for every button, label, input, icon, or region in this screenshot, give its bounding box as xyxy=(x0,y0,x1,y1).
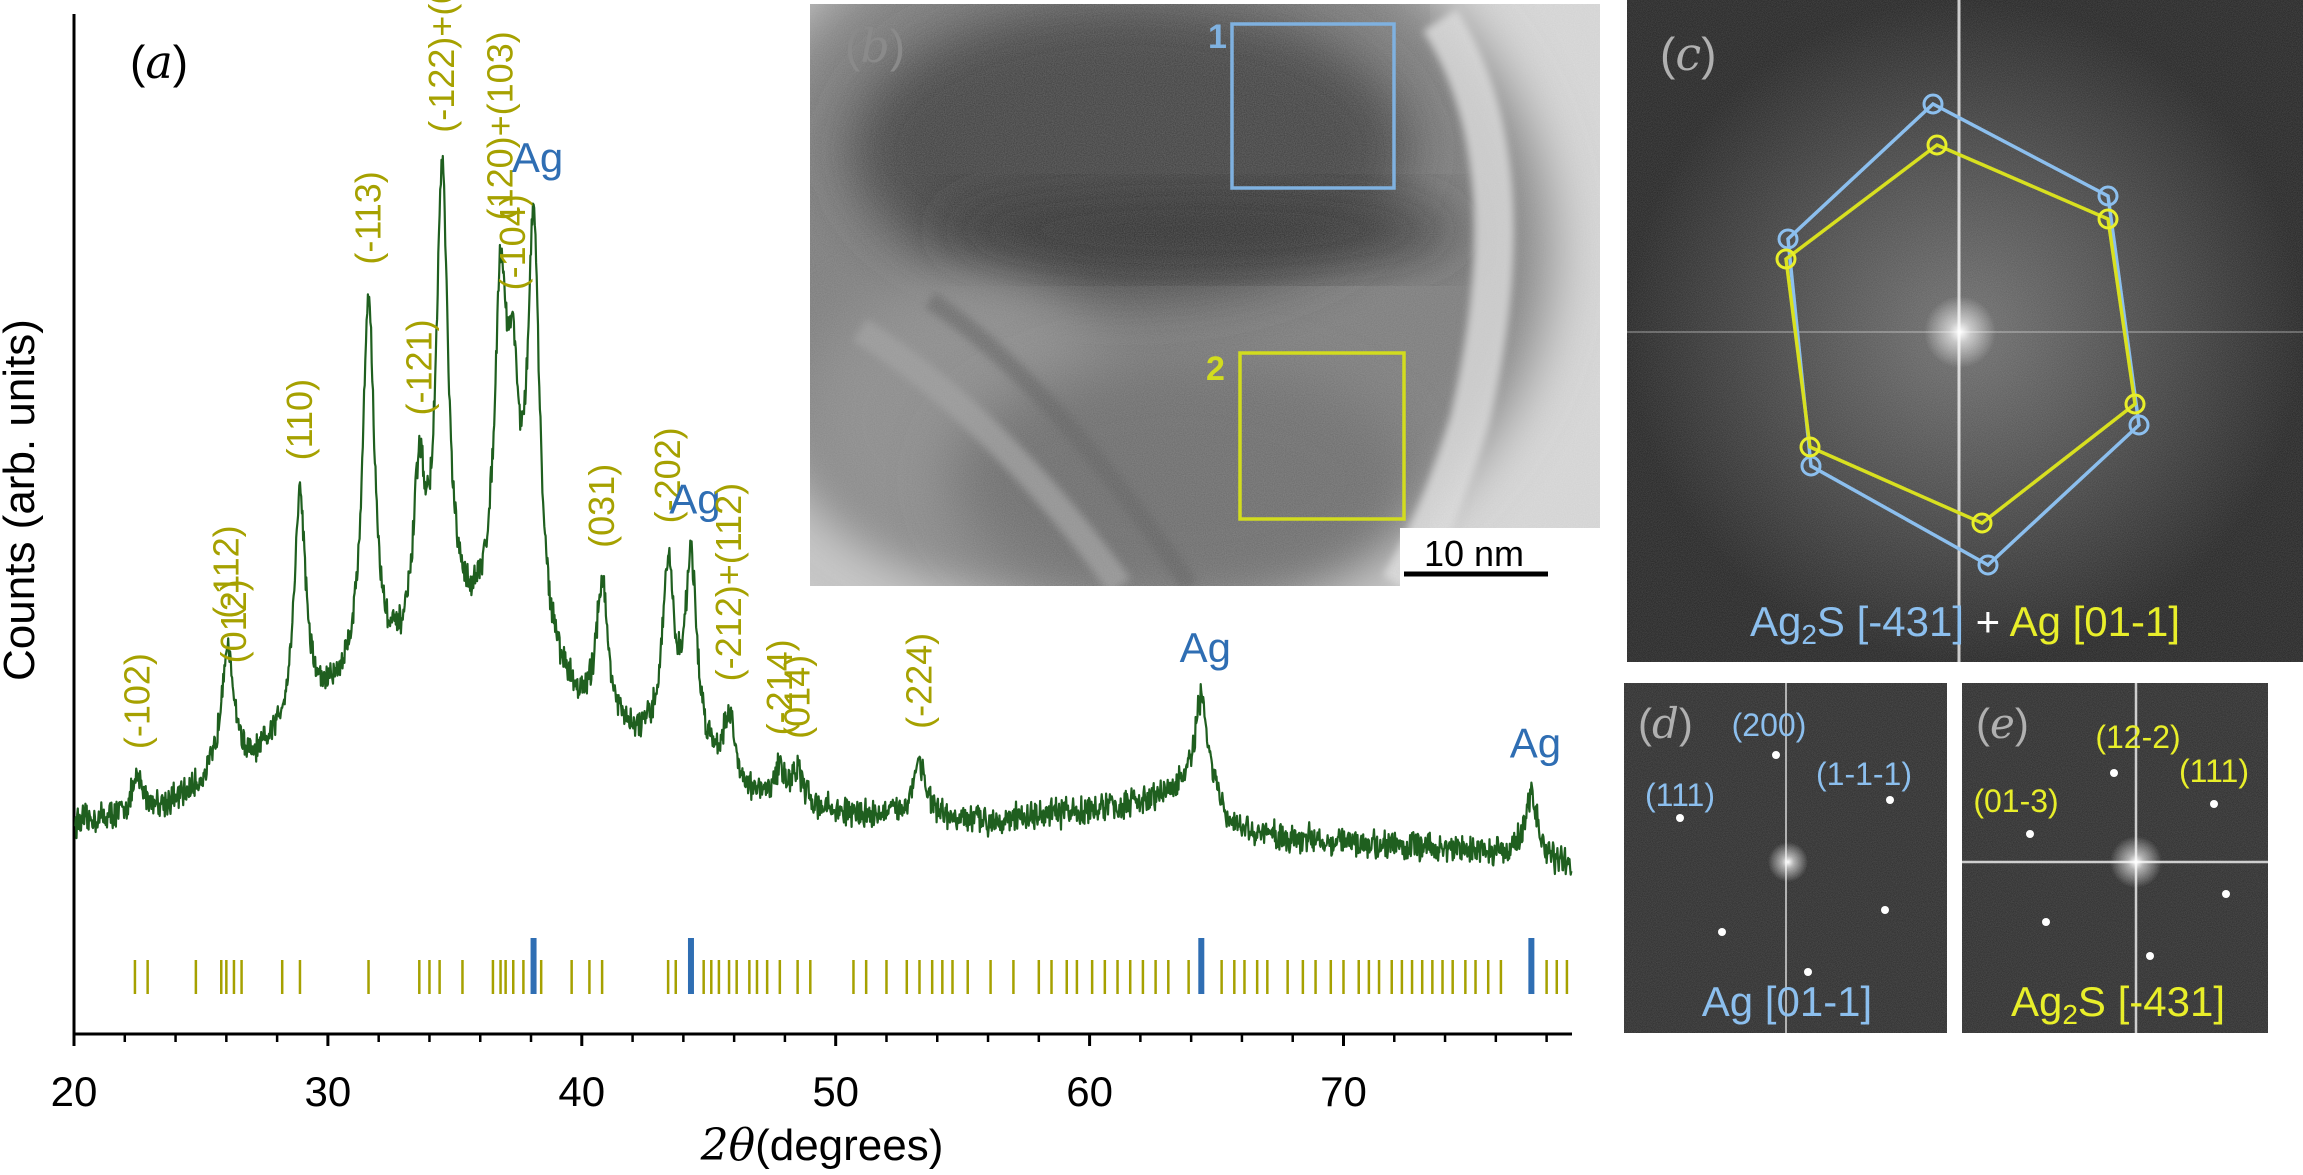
peak-label-ag2s: (-113) xyxy=(348,171,389,264)
panel-e-label: (e) xyxy=(1976,699,2029,748)
peak-label-ag2s: (-121) xyxy=(398,319,439,415)
ag-spot-hexagon xyxy=(1784,142,2137,526)
scalebar-label: 10 nm xyxy=(1424,533,1524,574)
peak-label-ag2s: (120)+(103) xyxy=(480,31,521,220)
panel-a: 20 30 40 50 60 70 (-102) (-112)(012) (110) (-113… xyxy=(0,0,1573,1171)
peak-label-ag2s: (-104) xyxy=(492,194,533,290)
panel-c: Ag2S [-431] + Ag [01-1] (c) xyxy=(1627,0,2303,662)
spot-label-111: (111) xyxy=(1645,777,1715,813)
panel-a-label: (a) xyxy=(130,35,188,89)
fft-c-caption: Ag2S [-431] + Ag [01-1] xyxy=(1750,598,2180,650)
spot-label-200: (200) xyxy=(1732,707,1807,743)
peak-label-ag2s: (-214) xyxy=(759,639,800,735)
x-tick-label: 20 xyxy=(51,1068,98,1115)
peak-label-ag2s: (012) xyxy=(213,579,254,663)
x-axis-unit: (degrees) xyxy=(755,1121,943,1170)
region-2-label: 2 xyxy=(1206,350,1225,388)
fft-d-spots xyxy=(1676,751,1894,976)
ag-spot-markers xyxy=(1775,134,2146,534)
x-major-ticks xyxy=(72,1034,1548,1046)
x-tick-label: 40 xyxy=(558,1068,605,1115)
panel-e: (12-2) (01-3) (111) Ag2S [-431] (e) xyxy=(1962,683,2268,1033)
ag2s-spot-hexagon xyxy=(1786,101,2141,568)
x-axis-label: 2θ(degrees) xyxy=(700,1120,944,1171)
fft-e-caption: Ag2S [-431] xyxy=(2011,978,2225,1030)
peak-label-ag2s: (031) xyxy=(581,464,622,548)
reference-tick-marks xyxy=(133,938,1569,994)
spot-label-111-e: (111) xyxy=(2179,753,2249,789)
xrd-pattern-line xyxy=(74,154,1573,876)
region-2-box xyxy=(1238,351,1406,521)
two-theta-symbol: 2θ xyxy=(700,1120,755,1171)
x-tick-label: 30 xyxy=(305,1068,352,1115)
region-1-box xyxy=(1230,22,1396,190)
region-1-label: 1 xyxy=(1208,18,1227,56)
panel-d: (200) (111) (1-1-1) Ag [01-1] (d) xyxy=(1624,683,1947,1033)
peak-label-ag2s: (-224) xyxy=(898,633,939,729)
peak-label-ag2s: (-122)+(022) xyxy=(421,0,462,133)
peak-label-ag: Ag xyxy=(1180,624,1231,671)
peak-label-ag2s: (110) xyxy=(279,379,320,460)
peak-label-ag2s: (014) xyxy=(777,655,818,739)
panel-b-label: (b) xyxy=(845,19,905,73)
spot-label-01-3: (01-3) xyxy=(1973,783,2058,819)
peak-labels: (-102) (-112)(012) (110) (-113) (-121) (-122)… xyxy=(116,0,1561,767)
peak-label-ag2s: (-102) xyxy=(116,653,157,749)
peak-label-ag: Ag xyxy=(1510,720,1561,767)
peak-label-ag2s: (-112) xyxy=(205,525,246,618)
fft-d-caption: Ag [01-1] xyxy=(1702,978,1872,1025)
x-tick-label: 70 xyxy=(1320,1068,1367,1115)
x-tick-label: 60 xyxy=(1066,1068,1113,1115)
spot-label-1-1-1: (1-1-1) xyxy=(1816,756,1912,792)
peak-label-ag: Ag xyxy=(669,475,720,522)
spot-label-12-2: (12-2) xyxy=(2095,719,2180,755)
panel-c-label: (c) xyxy=(1660,27,1716,81)
peak-label-ag2s: (-202) xyxy=(647,427,688,523)
x-tick-label: 50 xyxy=(812,1068,859,1115)
y-axis-label: Counts (arb. units) xyxy=(0,319,44,681)
peak-label-ag: Ag xyxy=(512,134,563,181)
peak-label-ag2s: (-212)+(112) xyxy=(708,483,749,681)
fft-e-spots xyxy=(2026,769,2230,960)
panel-b: 1 2 10 nm (b) xyxy=(810,4,1600,586)
panel-d-label: (d) xyxy=(1638,699,1693,748)
x-tick-labels: 20 30 40 50 60 70 xyxy=(51,1068,1367,1115)
fft-c-center-spot xyxy=(1924,296,1996,368)
